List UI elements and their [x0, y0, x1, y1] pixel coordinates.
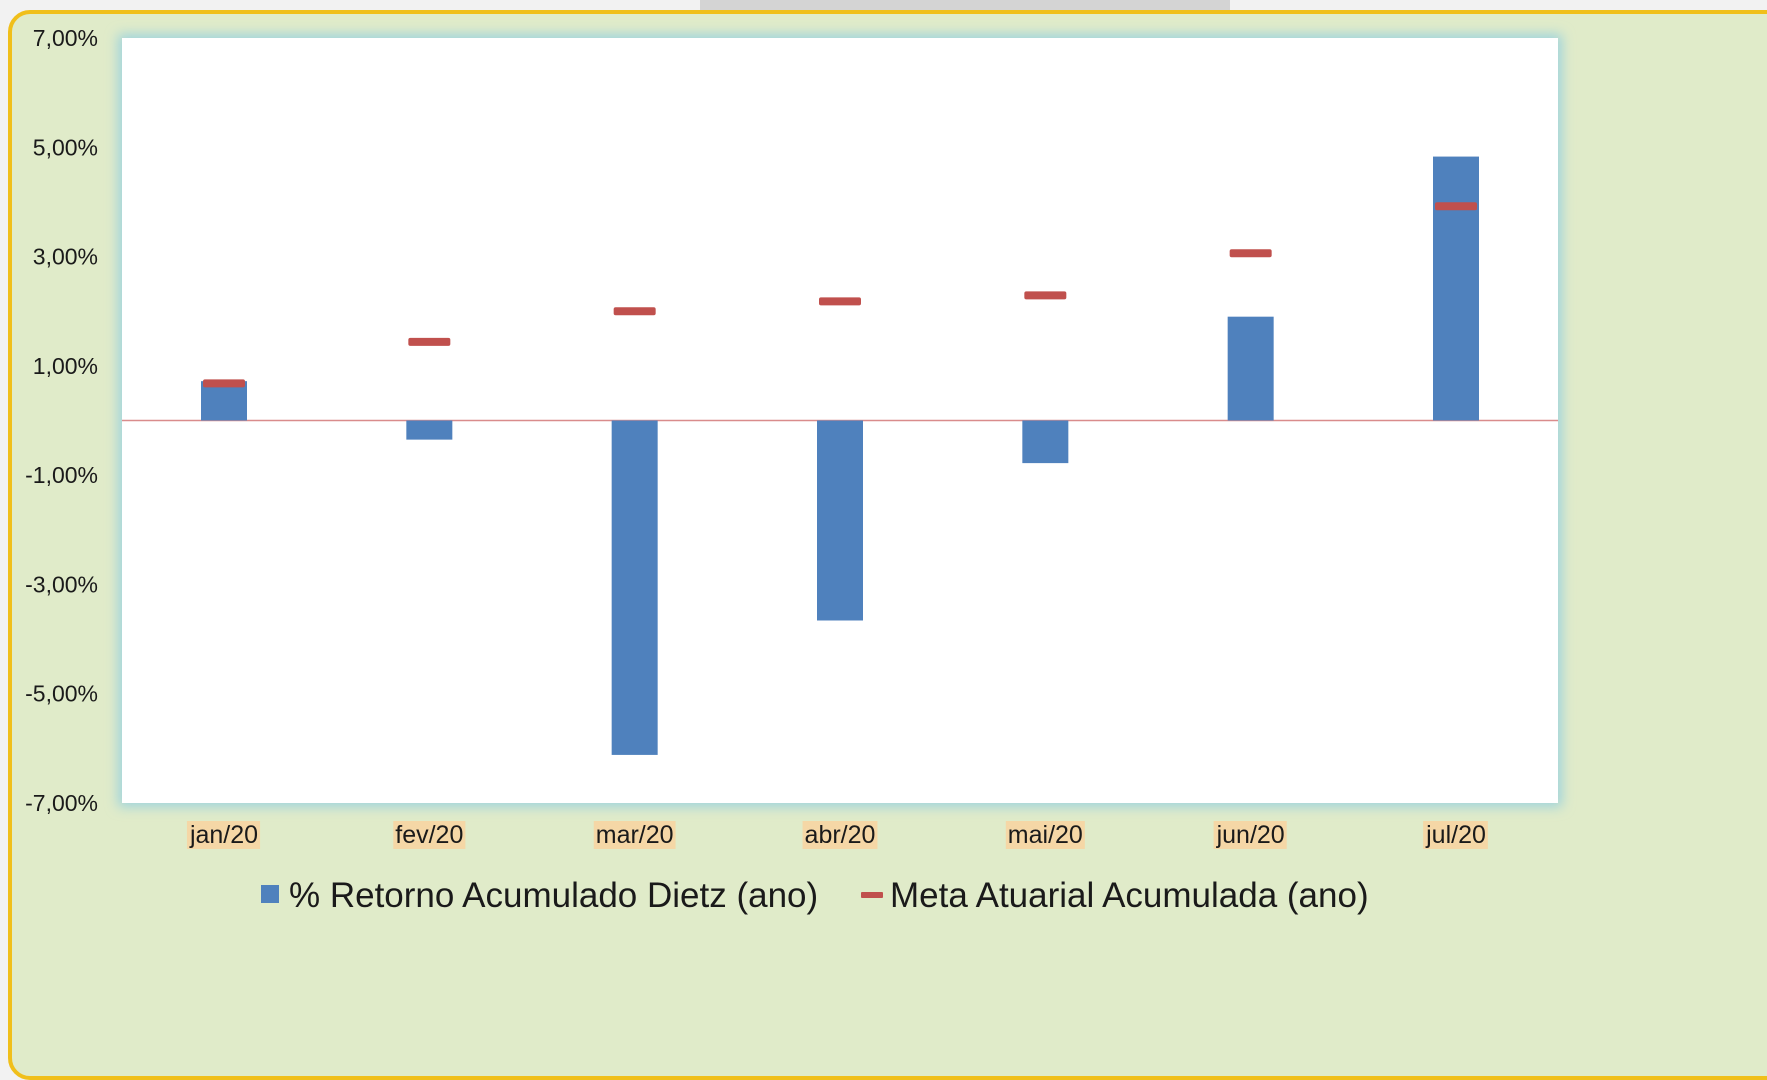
- x-category-label: jan/20: [186, 821, 261, 849]
- bar-retorno-jan-20: [201, 381, 247, 421]
- bar-retorno-mai-20: [1022, 420, 1069, 464]
- svg-text:jan/20: jan/20: [189, 821, 258, 849]
- svg-text:mai/20: mai/20: [1008, 821, 1083, 849]
- legend-swatch-dash-icon: [861, 892, 883, 898]
- bar-retorno-abr-20: [817, 420, 863, 621]
- y-tick-label: 5,00%: [33, 134, 98, 160]
- bar-retorno-jun-20: [1227, 316, 1274, 421]
- svg-text:abr/20: abr/20: [805, 821, 876, 849]
- window-top-strip: [700, 0, 1230, 10]
- bar-retorno-mar-20: [611, 420, 658, 755]
- x-category-label: mar/20: [593, 821, 676, 849]
- x-category-label-highlight: [802, 821, 878, 849]
- chart-frame: 7,00% 5,00% 3,00% 1,00% -1,00% -3,00% -5,00% -7…: [8, 10, 1767, 1080]
- y-tick-label: -5,00%: [25, 681, 98, 707]
- x-category-label-highlight: [393, 821, 466, 849]
- marker-meta-mai-20: [1024, 291, 1067, 300]
- x-category-label-highlight: [186, 821, 261, 849]
- legend-label: % Retorno Acumulado Dietz (ano): [289, 876, 818, 915]
- x-category-label: jul/20: [1423, 821, 1488, 849]
- y-tick-label: -3,00%: [25, 571, 98, 597]
- legend-item-retorno: % Retorno Acumulado Dietz (ano): [261, 876, 818, 915]
- svg-text:jul/20: jul/20: [1425, 821, 1486, 849]
- marker-meta-abr-20: [819, 297, 861, 306]
- marker-meta-jan-20: [203, 379, 245, 388]
- svg-text:fev/20: fev/20: [395, 821, 463, 849]
- x-category-label: jun/20: [1213, 821, 1287, 849]
- x-category-label-highlight: [1213, 821, 1287, 849]
- marker-meta-jul-20: [1435, 202, 1477, 211]
- legend-item-meta: Meta Atuarial Acumulada (ano): [861, 876, 1369, 915]
- svg-text:jun/20: jun/20: [1216, 821, 1285, 849]
- bar-retorno-jul-20: [1433, 156, 1479, 421]
- chart-canvas: 7,00% 5,00% 3,00% 1,00% -1,00% -3,00% -5,00% -7…: [25, 25, 1562, 915]
- x-category-label: mai/20: [1005, 821, 1085, 849]
- marker-meta-mar-20: [613, 307, 656, 316]
- y-tick-label: 7,00%: [33, 25, 98, 51]
- marker-meta-fev-20: [408, 337, 451, 346]
- svg-text:mar/20: mar/20: [596, 821, 674, 849]
- x-category-label: fev/20: [393, 821, 466, 849]
- x-category-label-highlight: [593, 821, 676, 849]
- x-category-label-highlight: [1423, 821, 1488, 849]
- x-category-label-highlight: [1005, 821, 1085, 849]
- legend-label: Meta Atuarial Acumulada (ano): [890, 876, 1369, 915]
- y-tick-label: 3,00%: [33, 244, 98, 270]
- bar-retorno-fev-20: [406, 420, 453, 440]
- legend-swatch-square-icon: [261, 885, 279, 903]
- x-category-label: abr/20: [802, 821, 878, 849]
- y-tick-label: -1,00%: [25, 462, 98, 488]
- y-tick-label: 1,00%: [33, 353, 98, 379]
- marker-meta-jun-20: [1229, 249, 1272, 258]
- y-tick-label: -7,00%: [25, 790, 98, 816]
